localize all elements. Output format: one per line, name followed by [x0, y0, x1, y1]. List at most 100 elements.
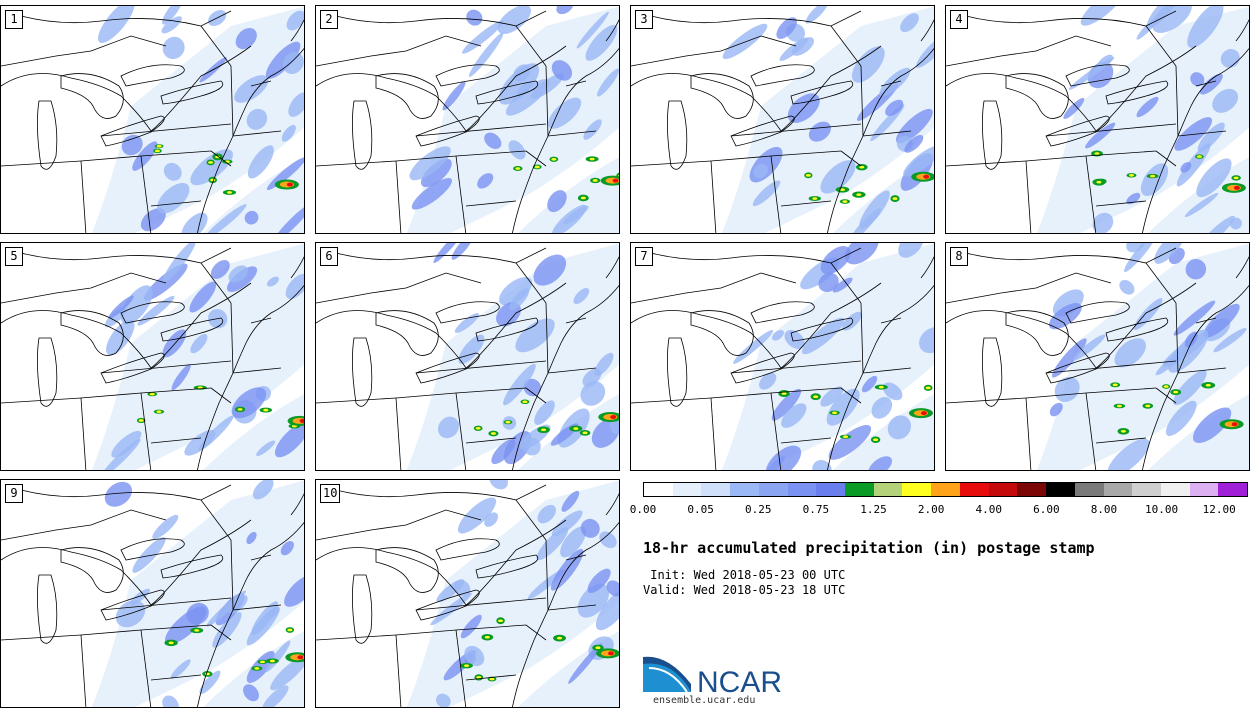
basemap-boundary [830, 262, 862, 304]
basemap-boundary [1235, 19, 1249, 42]
precip-streak [573, 287, 590, 304]
precip-streak [451, 243, 474, 260]
member-map-panel: 6 [315, 242, 620, 471]
precip-cell-core [580, 196, 586, 200]
precip-streak [1054, 376, 1080, 402]
precip-streak [561, 490, 580, 512]
precip-cell-core [208, 161, 214, 164]
precip-cell-core [573, 427, 579, 430]
precip-cell-core [210, 178, 216, 182]
precip-streak [895, 108, 933, 144]
basemap-boundary [547, 367, 597, 374]
basemap-boundary [1025, 397, 1032, 470]
precip-cell-core [168, 641, 174, 645]
basemap-boundary [160, 80, 224, 105]
light-precip-area [91, 6, 304, 233]
member-map-panel: 4 [945, 5, 1250, 234]
precip-streak [104, 307, 127, 328]
colorbar-tick-label: 8.00 [1090, 503, 1118, 516]
precip-streak [162, 695, 179, 707]
basemap-boundary [565, 554, 587, 561]
precip-streak [247, 145, 274, 179]
precip-streak [599, 531, 617, 549]
precip-streak [132, 141, 158, 171]
basemap-boundary [946, 45, 1197, 132]
basemap-boundary [1175, 65, 1179, 137]
precip-streak [165, 606, 207, 645]
precip-streak [437, 416, 460, 439]
precip-streak [765, 445, 802, 470]
precipitation-map [316, 243, 619, 470]
precipitation-colorbar [643, 482, 1248, 497]
basemap-boundary [210, 387, 232, 404]
precip-streak [1174, 117, 1213, 151]
basemap-boundary [352, 574, 373, 644]
precip-streak [580, 518, 600, 538]
basemap-boundary [415, 589, 480, 621]
basemap-boundary [455, 392, 467, 470]
precipitation-map [1, 6, 304, 233]
precip-streak [580, 381, 606, 406]
precip-cell-core [1112, 383, 1118, 387]
precip-streak [576, 11, 609, 49]
website-label: ensemble.ucar.edu [653, 695, 756, 706]
precip-streak [587, 568, 611, 594]
precip-streak [597, 68, 619, 97]
basemap-boundary [230, 539, 234, 611]
precip-streak [270, 655, 304, 691]
precip-streak [1200, 215, 1235, 233]
basemap-boundary [200, 262, 232, 304]
precipitation-map [631, 243, 934, 470]
precip-streak [779, 37, 809, 61]
precip-streak [503, 363, 536, 406]
precip-cell-core [259, 660, 265, 664]
precip-streak [411, 178, 453, 210]
precip-streak [845, 243, 879, 265]
basemap-boundary [710, 160, 717, 233]
precip-streak [497, 6, 532, 34]
basemap-boundary [100, 360, 232, 374]
precip-streak [190, 333, 208, 354]
basemap-boundary [200, 499, 232, 541]
precip-cell-core [592, 179, 598, 182]
precip-cell-core [1205, 383, 1211, 387]
precip-streak [108, 295, 134, 319]
precip-streak [244, 210, 259, 225]
precip-streak [1133, 298, 1163, 331]
colorbar-tick-label: 2.00 [917, 503, 945, 516]
precip-cell-core [138, 419, 144, 422]
basemap-boundary [515, 25, 547, 67]
precip-streak [268, 607, 280, 618]
basemap-boundary [547, 604, 597, 611]
basemap-boundary [525, 624, 547, 641]
basemap-boundary [770, 155, 782, 233]
colorbar-tick-label: 0.25 [744, 503, 772, 516]
precip-streak [130, 588, 151, 605]
basemap-boundary [770, 392, 782, 470]
precip-streak [1165, 400, 1197, 436]
basemap-boundary [100, 123, 232, 137]
precip-cell-core [892, 197, 898, 200]
colorbar-swatch [959, 483, 989, 496]
precip-streak [171, 364, 191, 391]
basemap-boundary [455, 629, 467, 707]
basemap-boundary [150, 437, 202, 444]
precip-streak [420, 158, 452, 188]
precip-streak [1196, 158, 1232, 198]
precipitation-map [1, 480, 304, 707]
basemap-boundary [790, 317, 854, 342]
precip-streak [170, 659, 191, 679]
precip-streak [820, 246, 851, 275]
colorbar-swatch [1160, 483, 1190, 496]
precip-cell-core [856, 193, 862, 196]
precip-cell-core [237, 408, 243, 411]
basemap-boundary [415, 352, 480, 384]
basemap-boundary [120, 538, 185, 561]
precip-streak [534, 400, 555, 425]
precip-streak [606, 580, 619, 597]
precip-streak [772, 330, 784, 341]
precip-streak [137, 295, 175, 326]
basemap-boundary [352, 100, 373, 170]
precip-streak [256, 440, 276, 456]
basemap-boundary [100, 589, 165, 621]
